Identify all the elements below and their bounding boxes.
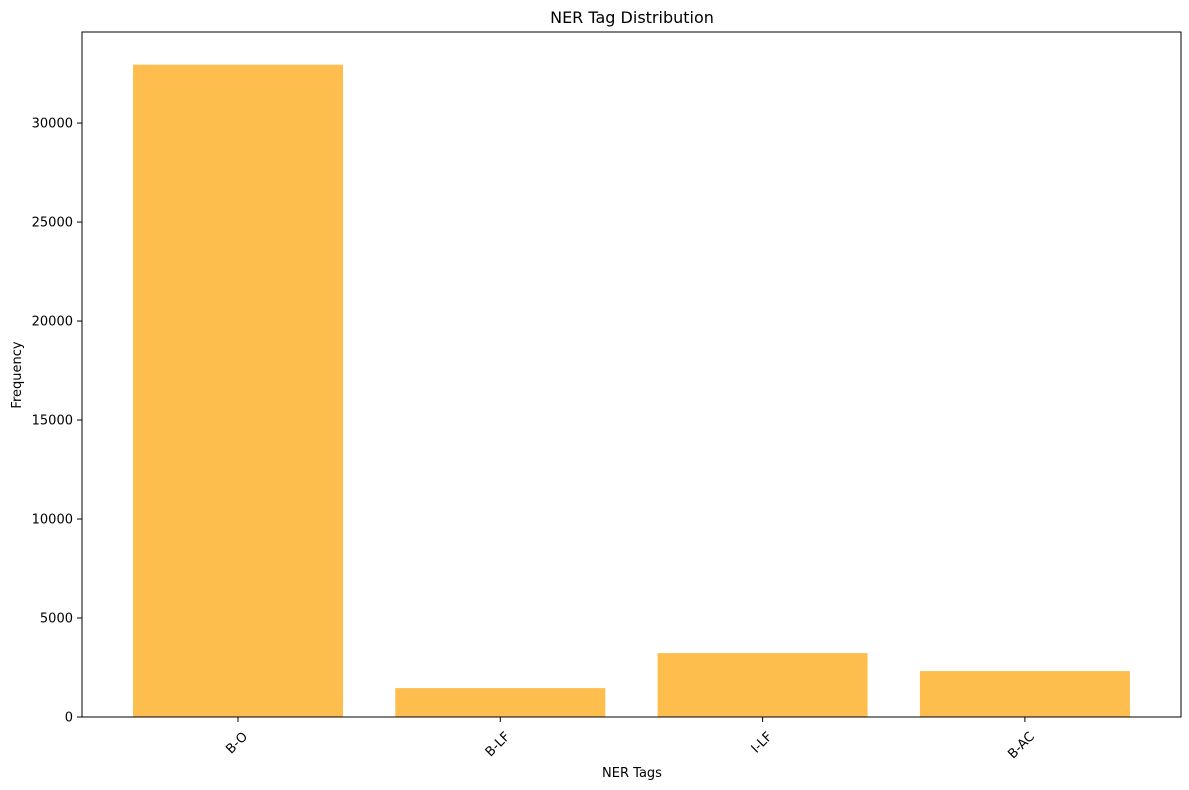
y-tick-label: 10000 [32, 513, 73, 528]
y-tick-label: 0 [65, 711, 73, 726]
y-axis: 0 5000 10000 15000 20000 25000 30000 [32, 117, 82, 726]
y-tick-label: 25000 [32, 216, 73, 231]
y-tick-label: 20000 [32, 315, 73, 330]
y-tick-label: 5000 [40, 612, 73, 627]
x-tick-label: B-LF [483, 729, 514, 760]
bars-group [133, 64, 1130, 717]
x-axis-label: NER Tags [602, 766, 662, 781]
x-tick-label: B-O [223, 729, 251, 757]
bar-i-lf [657, 653, 868, 717]
x-tick-label: I-LF [749, 729, 776, 756]
x-axis: B-O B-LF I-LF B-AC [223, 717, 1038, 762]
bar-b-o [133, 64, 343, 717]
y-axis-label: Frequency [10, 341, 25, 408]
bar-b-ac [919, 671, 1130, 717]
plot-frame [81, 31, 1182, 718]
y-tick-label: 15000 [32, 414, 73, 429]
bar-b-lf [395, 688, 606, 717]
chart-title: NER Tag Distribution [550, 8, 714, 27]
y-tick-label: 30000 [32, 117, 73, 132]
x-tick-label: B-AC [1005, 729, 1038, 762]
